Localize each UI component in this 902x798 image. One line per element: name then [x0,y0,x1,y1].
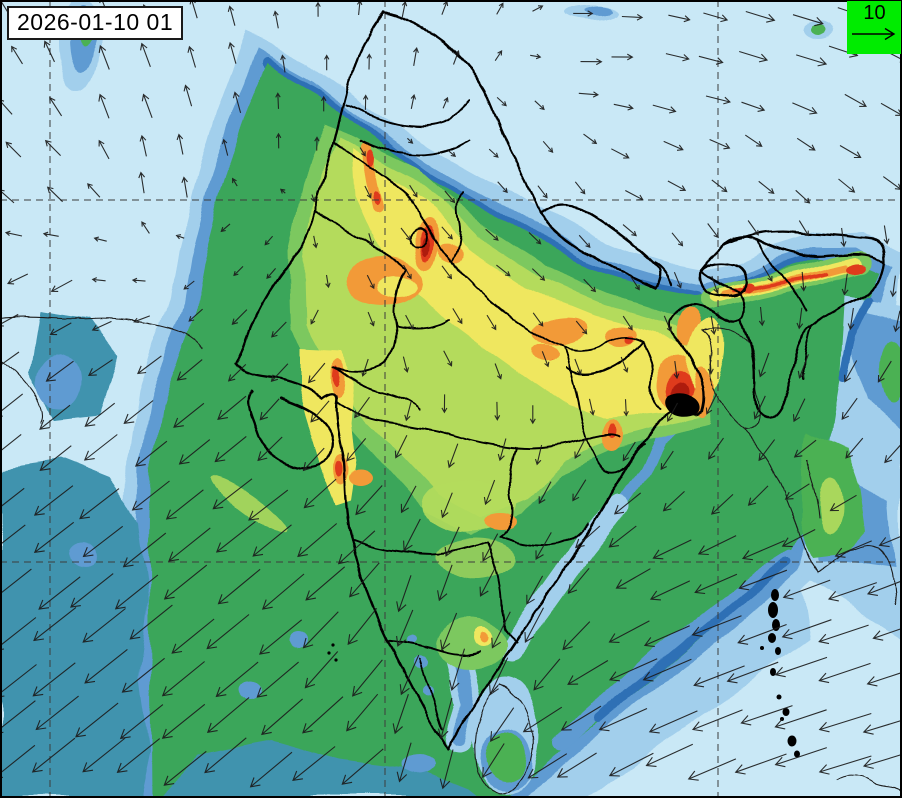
wind-legend: 10 [847,0,902,54]
thin-coastline-layer [0,316,902,795]
timestamp-box: 2026-01-10 01 [7,6,184,40]
state-borders-layer [234,11,886,752]
wind-reference-arrow-icon [851,27,895,41]
wind-legend-value: 10 [863,2,886,24]
timestamp-label: 2026-01-10 01 [17,9,174,35]
